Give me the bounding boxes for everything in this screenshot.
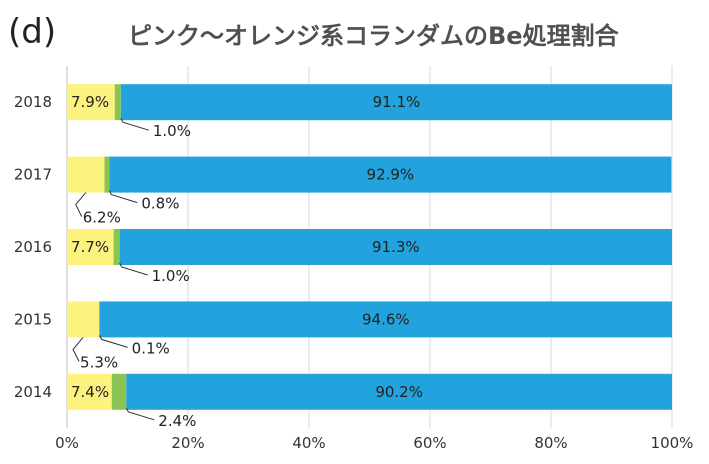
data-label: 7.9% [71,93,109,111]
data-label: 92.9% [367,166,415,184]
y-tick-label: 2016 [14,238,52,256]
data-label: 94.6% [362,310,410,328]
x-tick-label: 80% [534,434,567,452]
data-label: 91.3% [372,238,420,256]
data-label: 5.3% [80,353,118,371]
data-label: 0.8% [141,195,179,213]
data-label: 2.4% [158,412,196,430]
y-tick-label: 2015 [14,310,52,328]
data-label: 6.2% [83,209,121,227]
leader-line [99,335,128,348]
bar-segment [67,301,100,338]
bar-segment [113,229,120,265]
data-label: 0.1% [132,339,170,357]
bar-segment [67,156,105,193]
data-label: 7.4% [71,383,109,401]
data-label: 1.0% [153,122,191,140]
y-tick-label: 2014 [14,383,52,401]
leader-line [119,262,148,276]
bar-segment [119,229,672,265]
x-tick-label: 60% [413,434,446,452]
leader-line [108,190,138,204]
bar-segment [126,373,673,410]
leader-line [75,192,87,217]
bar-segment [67,373,112,410]
leader-line [125,407,155,421]
x-tick-label: 100% [651,434,694,452]
chart-title: ピンク〜オレンジ系コランダムのBe処理割合 [128,22,619,50]
y-tick-label: 2017 [14,166,52,184]
x-tick-label: 40% [292,434,325,452]
data-label: 91.1% [373,93,421,111]
bar-segment [111,373,127,410]
bar-segment [99,301,100,338]
bar-segment [120,84,673,121]
leader-line [120,117,149,131]
x-tick-label: 20% [171,434,204,452]
bar-segment [67,229,114,265]
y-tick-label: 2018 [14,93,52,111]
data-label: 7.7% [71,238,109,256]
bar-segment [109,156,672,193]
bar-segment [67,84,115,121]
panel-label: (d) [8,12,57,52]
bar-segment [104,156,110,193]
bar-segment [114,84,121,121]
data-label: 90.2% [375,383,423,401]
data-label: 1.0% [152,267,190,285]
leader-line [72,337,84,362]
x-tick-label: 0% [55,434,79,452]
bar-segment [99,301,673,338]
